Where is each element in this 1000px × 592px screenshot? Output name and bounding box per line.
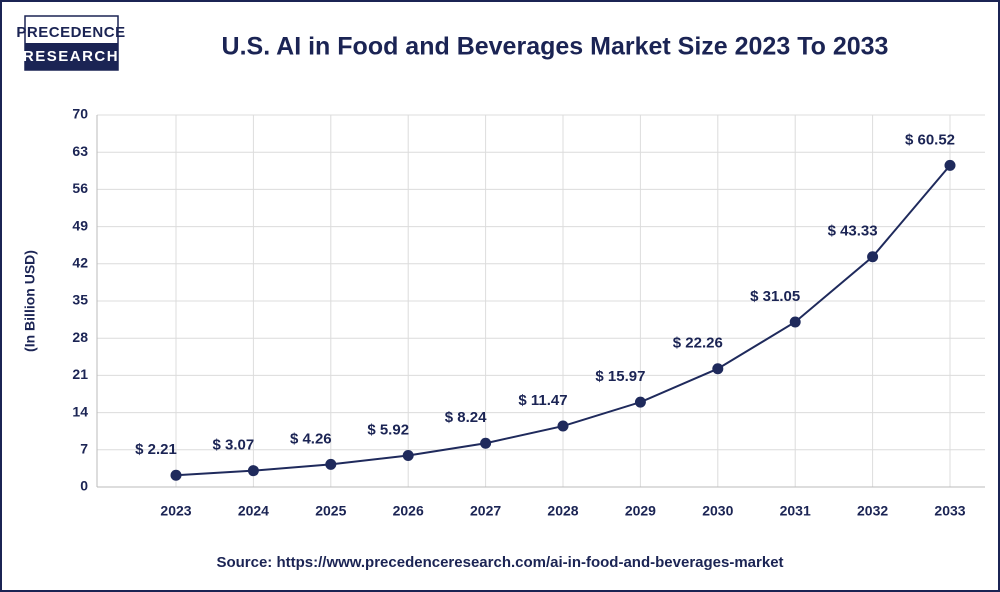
- y-tick-label: 21: [72, 366, 88, 382]
- data-label: $ 8.24: [445, 409, 487, 426]
- point: [712, 363, 724, 375]
- point: [634, 396, 646, 408]
- point: [402, 450, 414, 462]
- logo-line1: PRECEDENCE: [16, 24, 125, 41]
- data-label: $ 43.33: [828, 223, 878, 240]
- x-tick-label: 2025: [315, 503, 346, 519]
- logo-band: [25, 43, 118, 70]
- y-tick-label: 35: [72, 292, 88, 308]
- data-label: $ 60.52: [905, 131, 955, 148]
- data-label: $ 4.26: [290, 430, 332, 447]
- x-tick-label: 2023: [160, 503, 191, 519]
- point: [170, 469, 182, 481]
- x-tick-label: 2026: [393, 503, 424, 519]
- data-label: $ 11.47: [518, 392, 567, 409]
- data-label: $ 22.26: [673, 335, 723, 352]
- x-tick-label: 2029: [625, 503, 656, 519]
- x-tick-label: 2033: [934, 503, 965, 519]
- y-tick-label: 0: [80, 478, 88, 494]
- x-tick-label: 2030: [702, 503, 733, 519]
- y-axis-label: (In Billion USD): [22, 250, 38, 352]
- y-tick-label: 70: [72, 106, 88, 122]
- x-tick-label: 2031: [780, 503, 811, 519]
- data-label: $ 15.97: [595, 368, 645, 385]
- point: [789, 316, 801, 328]
- data-label: $ 3.07: [213, 437, 255, 454]
- point: [325, 458, 337, 470]
- data-label: $ 31.05: [750, 288, 800, 305]
- y-tick-label: 63: [72, 143, 88, 159]
- x-tick-label: 2028: [547, 503, 578, 519]
- point: [944, 159, 956, 171]
- logo: PRECEDENCE RESEARCH: [16, 15, 125, 71]
- y-tick-label: 14: [72, 403, 88, 419]
- point: [247, 465, 259, 477]
- x-tick-label: 2032: [857, 503, 888, 519]
- x-tick-label: 2027: [470, 503, 501, 519]
- y-tick-label: 42: [72, 255, 88, 271]
- source: Source: https://www.precedenceresearch.c…: [216, 554, 783, 571]
- y-tick-label: 56: [72, 180, 88, 196]
- data-label: $ 5.92: [367, 422, 409, 439]
- logo-line2: RESEARCH: [23, 48, 119, 65]
- point: [557, 420, 569, 432]
- point: [480, 437, 492, 449]
- y-tick-label: 49: [72, 217, 88, 233]
- chart-title: U.S. AI in Food and Beverages Market Siz…: [222, 33, 889, 61]
- data-label: $ 2.21: [135, 441, 177, 458]
- x-tick-label: 2024: [238, 503, 269, 519]
- point: [867, 251, 879, 263]
- y-tick-label: 28: [72, 329, 88, 345]
- y-tick-label: 7: [80, 441, 88, 457]
